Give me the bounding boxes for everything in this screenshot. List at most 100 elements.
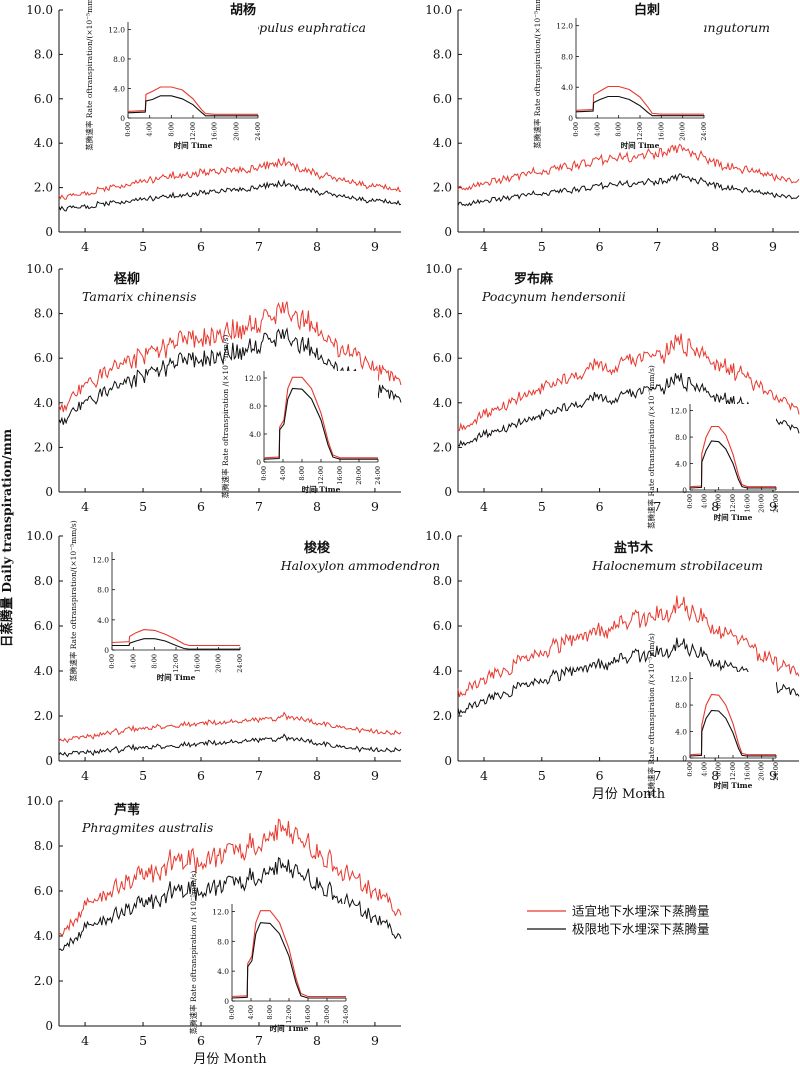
series-limit [457, 373, 800, 447]
panel-1: 0 2.0 4.0 6.0 8.0 10.0 4 5 6 7 8 9 胡杨 Populus euphrat… [26, 0, 402, 254]
panel-5: 0 2.0 4.0 6.0 8.0 10.0 4 5 6 7 8 9 梭梭 Haloxylon ammod… [26, 520, 440, 783]
inset-x-tick-label: 20:00 [323, 1005, 331, 1024]
y-tick-label: 0 [45, 754, 53, 768]
x-tick-label: 7 [255, 768, 263, 783]
inset-x-tick-label: 8:00 [615, 122, 623, 137]
y-tick-label: 2.0 [34, 974, 53, 988]
inset-y-tick-label: 0 [120, 114, 125, 123]
inset-x-axis-label: 时间 Time [621, 140, 660, 150]
inset-y-axis-label: 蒸腾速率 Rate oftranspiration/(×10⁻⁵mm/s) [84, 0, 94, 151]
inset-chart: 0 4.0 8.0 12.0 0:00 4:00 8:00 12:00 16:00 20:00 24… [84, 0, 262, 151]
series-suitable [457, 595, 800, 698]
series-limit [58, 857, 402, 952]
x-tick-label: 7 [653, 499, 661, 514]
inset-x-tick-label: 4:00 [247, 1005, 255, 1020]
species-name-latin: Halocnemum strobilaceum [591, 558, 763, 573]
inset-x-tick-label: 0:00 [686, 494, 694, 509]
inset-x-tick-label: 4:00 [593, 122, 601, 137]
inset-chart: 0 4.0 8.0 12.0 0:00 4:00 8:00 12:00 16:00 20:00 24… [68, 520, 244, 682]
inset-x-tick-label: 8:00 [715, 762, 723, 777]
series-suitable [58, 711, 402, 744]
inset-chart: 0 4.0 8.0 12.0 0:00 4:00 8:00 12:00 16:00 20:00 24… [188, 871, 350, 1035]
inset-x-tick-label: 0:00 [228, 1005, 236, 1020]
inset-x-tick-label: 24:00 [374, 466, 382, 485]
panel-6: 0 2.0 4.0 6.0 8.0 10.0 4 5 6 7 8 9 月份 Month 盐节木 Halocn… [425, 529, 800, 802]
inset-x-tick-label: 12:00 [285, 1005, 293, 1024]
inset-series-suitable [575, 85, 704, 115]
inset-series-suitable [127, 86, 258, 115]
inset-y-tick-label: 4.0 [113, 84, 125, 93]
y-tick-label: 6.0 [34, 92, 53, 106]
y-tick-label: 4.0 [433, 664, 452, 678]
x-tick-label: 6 [596, 239, 604, 254]
inset-x-tick-label: 24:00 [254, 122, 262, 141]
x-tick-label: 8 [711, 768, 719, 783]
inset-y-tick-label: 12.0 [108, 25, 125, 34]
y-tick-label: 10.0 [425, 262, 452, 276]
inset-x-tick-label: 20:00 [232, 122, 240, 141]
y-tick-label: 2.0 [433, 709, 452, 723]
inset-x-tick-label: 8:00 [715, 494, 723, 509]
y-tick-label: 0 [45, 225, 53, 239]
x-tick-label: 5 [139, 499, 147, 514]
x-tick-label: 9 [371, 239, 379, 254]
x-tick-label: 7 [255, 1033, 263, 1048]
x-tick-label: 6 [596, 499, 604, 514]
y-tick-label: 2.0 [433, 440, 452, 454]
inset-y-tick-label: 0 [682, 486, 687, 495]
inset-x-tick-label: 0:00 [572, 122, 580, 137]
inset-y-tick-label: 0 [568, 114, 573, 123]
inset-x-tick-label: 16:00 [193, 654, 201, 673]
inset-background [264, 371, 378, 462]
y-tick-label: 4.0 [433, 136, 452, 150]
series-suitable [457, 333, 800, 432]
inset-series-limit [231, 922, 346, 999]
x-tick-label: 4 [81, 1033, 89, 1048]
y-tick-label: 6.0 [433, 619, 452, 633]
species-name-cn: 盐节木 [614, 540, 654, 556]
inset-y-axis-label: 蒸腾速率 Rate oftranspiration /(×10⁻⁵mm/s) [646, 365, 656, 529]
x-tick-label: 6 [197, 768, 205, 783]
inset-y-tick-label: 12.0 [92, 556, 109, 565]
inset-y-axis-label: 蒸腾速率 Rate oftranspiration /(×10⁻⁵mm/s) [188, 871, 198, 1035]
inset-x-tick-label: 12:00 [729, 494, 737, 513]
inset-y-tick-label: 8.0 [113, 55, 125, 64]
inset-x-tick-label: 12:00 [317, 466, 325, 485]
inset-y-tick-label: 0 [682, 754, 687, 763]
inset-y-tick-label: 8.0 [675, 701, 687, 710]
inset-chart: 0 4.0 8.0 12.0 0:00 4:00 8:00 12:00 16:00 20:00 24… [646, 365, 780, 529]
inset-y-tick-label: 12.0 [670, 675, 687, 684]
x-axis-label: 月份 Month [193, 1052, 267, 1067]
y-tick-label: 8.0 [433, 47, 452, 61]
species-name-cn: 胡杨 [230, 2, 256, 18]
x-tick-label: 8 [313, 499, 321, 514]
inset-x-tick-label: 8:00 [167, 122, 175, 137]
inset-series-limit [575, 95, 704, 117]
y-tick-label: 8.0 [34, 574, 53, 588]
species-name-cn: 梭梭 [304, 540, 331, 556]
y-tick-label: 0 [444, 485, 452, 499]
x-tick-label: 7 [255, 499, 263, 514]
inset-series-limit [263, 387, 378, 460]
inset-x-tick-label: 24:00 [772, 762, 780, 781]
x-tick-label: 4 [480, 239, 488, 254]
series-suitable [58, 157, 402, 200]
figure-ylabel: 日蒸腾量 Daily transpiration/mm [0, 429, 14, 647]
species-name-latin: Poacynum hendersonii [481, 289, 626, 304]
x-axis-label: 月份 Month [592, 787, 666, 802]
inset-x-tick-label: 4:00 [279, 466, 287, 481]
x-tick-label: 8 [711, 239, 719, 254]
series-limit [58, 733, 402, 758]
y-tick-label: 4.0 [34, 396, 53, 410]
species-name-latin: Haloxylon ammodendron [280, 558, 440, 573]
x-tick-label: 9 [769, 768, 777, 783]
inset-x-tick-label: 16:00 [336, 466, 344, 485]
panels: 0 2.0 4.0 6.0 8.0 10.0 4 5 6 7 8 9 胡杨 Populus euphrat… [26, 0, 800, 1067]
inset-background [690, 672, 776, 758]
inset-y-tick-label: 12.0 [556, 22, 573, 31]
y-tick-label: 2.0 [34, 181, 53, 195]
x-tick-label: 6 [197, 1033, 205, 1048]
legend: 适宜地下水埋深下蒸腾量 极限地下水埋深下蒸腾量 [527, 904, 710, 937]
